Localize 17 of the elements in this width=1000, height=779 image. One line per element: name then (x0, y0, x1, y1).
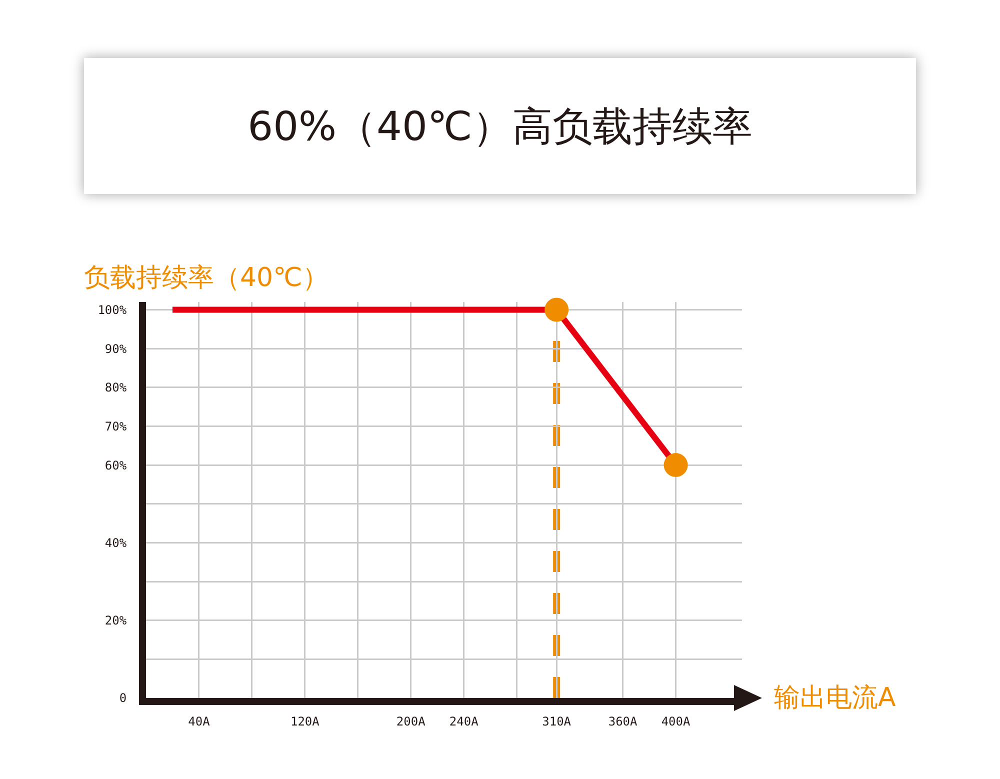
y-tick-label: 0 (119, 691, 127, 706)
x-axis-title: 输出电流A (774, 683, 896, 713)
y-tick-label: 70% (104, 419, 128, 434)
y-tick-label: 60% (104, 458, 128, 472)
x-tick-label: 200A (396, 714, 426, 728)
y-tick-label: 80% (104, 380, 128, 395)
y-tick-label: 100% (98, 302, 128, 317)
y-tick-label: 20% (104, 614, 128, 628)
y-tick-label: 90% (104, 342, 128, 356)
x-tick-label: 240A (449, 714, 480, 728)
y-axis-title: 负载持续率（40℃） (84, 263, 328, 293)
y-tick-label: 40% (104, 536, 128, 550)
x-tick-label: 310A (542, 714, 572, 728)
x-tick-label: 40A (188, 714, 211, 728)
x-tick-label: 360A (608, 714, 638, 728)
x-tick-label: 400A (661, 714, 691, 728)
x-tick-label: 120A (290, 714, 320, 728)
